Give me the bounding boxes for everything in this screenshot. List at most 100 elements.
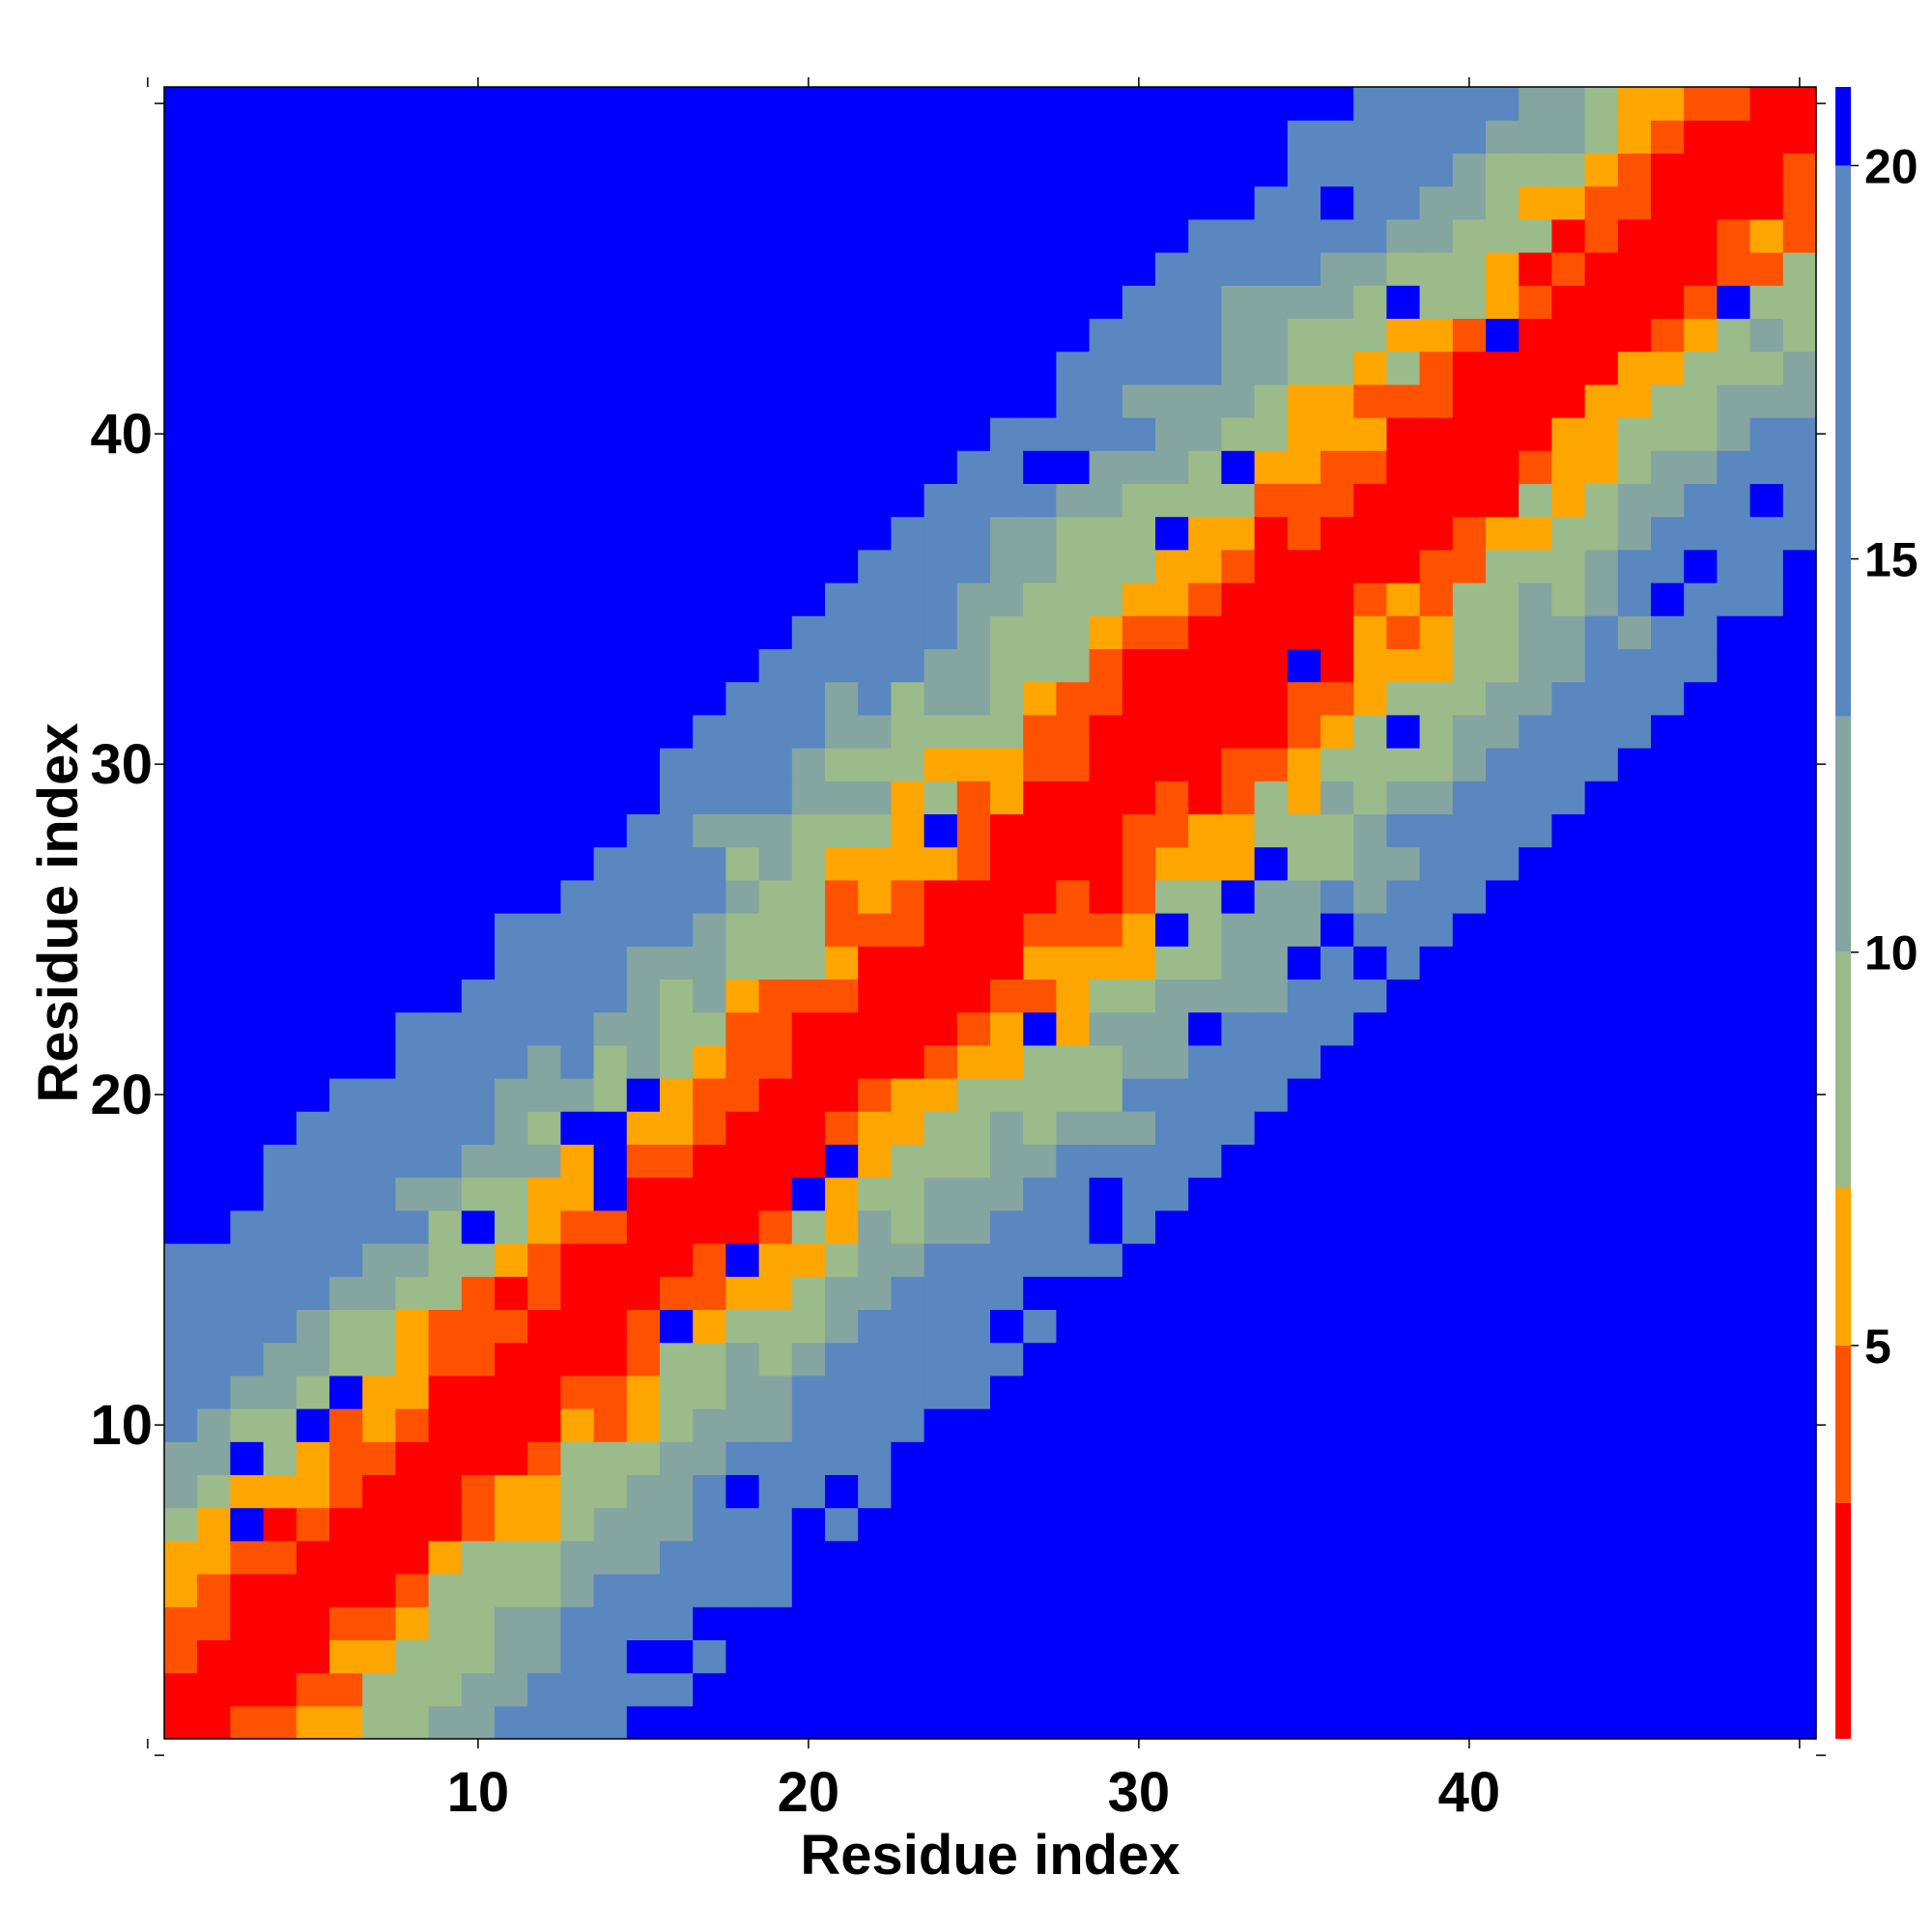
heatmap-cell — [660, 781, 694, 814]
heatmap-cell — [593, 384, 628, 418]
heatmap-cell — [660, 748, 694, 781]
heatmap-cell — [1023, 120, 1057, 154]
heatmap-cell — [693, 615, 726, 649]
heatmap-cell — [825, 946, 859, 980]
heatmap-cell — [626, 87, 661, 121]
plot-frame — [163, 86, 1817, 1740]
heatmap-cell — [1684, 1606, 1718, 1640]
heatmap-cell — [495, 1078, 528, 1112]
heatmap-cell — [891, 1375, 925, 1409]
heatmap-cell — [1749, 1276, 1784, 1310]
heatmap-cell — [923, 120, 958, 154]
heatmap-cell — [990, 1441, 1024, 1475]
heatmap-cell — [495, 1441, 528, 1475]
heatmap-cell — [1155, 1507, 1189, 1542]
heatmap-cell — [1353, 781, 1387, 814]
heatmap-cell — [1617, 153, 1652, 187]
heatmap-cell — [1782, 913, 1817, 947]
heatmap-cell — [1419, 846, 1454, 881]
heatmap-cell — [1782, 1574, 1817, 1607]
heatmap-cell — [329, 748, 363, 781]
heatmap-cell — [164, 846, 198, 881]
heatmap-cell — [1584, 1276, 1619, 1310]
heatmap-cell — [825, 1011, 859, 1046]
heatmap-cell — [329, 218, 363, 253]
heatmap-cell — [693, 1408, 726, 1442]
heatmap-cell — [1782, 1209, 1817, 1244]
heatmap-cell — [660, 913, 694, 947]
heatmap-cell — [560, 1243, 595, 1277]
heatmap-cell — [1651, 946, 1685, 980]
x-axis-label: Residue index — [800, 1824, 1179, 1887]
heatmap-cell — [1419, 1574, 1454, 1607]
heatmap-cell — [1584, 1408, 1619, 1442]
heatmap-cell — [1056, 1540, 1091, 1575]
heatmap-cell — [1089, 913, 1123, 947]
heatmap-cell — [1486, 450, 1520, 484]
heatmap-cell — [230, 1011, 265, 1046]
heatmap-cell — [495, 1375, 528, 1409]
heatmap-cell — [1221, 1672, 1256, 1707]
heatmap-cell — [1684, 681, 1718, 716]
heatmap-cell — [825, 615, 859, 649]
heatmap-cell — [197, 516, 231, 551]
heatmap-cell — [1122, 1144, 1156, 1179]
heatmap-cell — [1254, 1243, 1289, 1277]
heatmap-cell — [1617, 120, 1652, 154]
heatmap-cell — [758, 582, 793, 616]
heatmap-cell — [527, 417, 561, 451]
heatmap-cell — [1486, 1574, 1520, 1607]
heatmap-cell — [825, 648, 859, 683]
heatmap-cell — [1321, 516, 1354, 551]
heatmap-cell — [164, 1243, 198, 1277]
heatmap-cell — [1651, 846, 1685, 881]
heatmap-cell — [791, 417, 826, 451]
heatmap-cell — [791, 1342, 826, 1377]
heatmap-cell — [1749, 1408, 1784, 1442]
heatmap-cell — [758, 714, 793, 749]
heatmap-cell — [1651, 1243, 1685, 1277]
heatmap-cell — [395, 582, 430, 616]
heatmap-cell — [329, 483, 363, 518]
heatmap-cell — [626, 648, 661, 683]
heatmap-cell — [1287, 185, 1321, 220]
heatmap-cell — [956, 285, 991, 319]
heatmap-cell — [1188, 615, 1222, 649]
heatmap-cell — [758, 913, 793, 947]
heatmap-cell — [296, 1011, 330, 1046]
heatmap-cell — [527, 946, 561, 980]
heatmap-cell — [1321, 846, 1354, 881]
heatmap-cell — [1419, 979, 1454, 1013]
heatmap-cell — [362, 714, 396, 749]
heatmap-cell — [1617, 1243, 1652, 1277]
heatmap-cell — [1782, 1243, 1817, 1277]
heatmap-cell — [956, 979, 991, 1013]
heatmap-cell — [495, 1606, 528, 1640]
heatmap-cell — [560, 913, 595, 947]
heatmap-cell — [693, 1441, 726, 1475]
heatmap-cell — [923, 218, 958, 253]
heatmap-cell — [1486, 946, 1520, 980]
heatmap-cell — [1122, 1540, 1156, 1575]
heatmap-cell — [1717, 1243, 1751, 1277]
heatmap-cell — [1519, 1408, 1552, 1442]
heatmap-cell — [1386, 648, 1421, 683]
heatmap-cell — [197, 318, 231, 353]
heatmap-cell — [660, 648, 694, 683]
heatmap-cell — [956, 1574, 991, 1607]
heatmap-cell — [296, 120, 330, 154]
heatmap-cell — [1386, 813, 1421, 848]
heatmap-cell — [1651, 582, 1685, 616]
heatmap-cell — [891, 1209, 925, 1244]
x-tick-label: 30 — [1108, 1761, 1171, 1824]
heatmap-cell — [362, 946, 396, 980]
heatmap-cell — [990, 1276, 1024, 1310]
colorbar-band — [1835, 1188, 1851, 1346]
heatmap-cell — [362, 879, 396, 914]
heatmap-cell — [1023, 87, 1057, 121]
heatmap-cell — [1287, 1408, 1321, 1442]
heatmap-cell — [1122, 450, 1156, 484]
heatmap-cell — [428, 549, 463, 583]
heatmap-cell — [395, 1044, 430, 1079]
heatmap-cell — [758, 1342, 793, 1377]
